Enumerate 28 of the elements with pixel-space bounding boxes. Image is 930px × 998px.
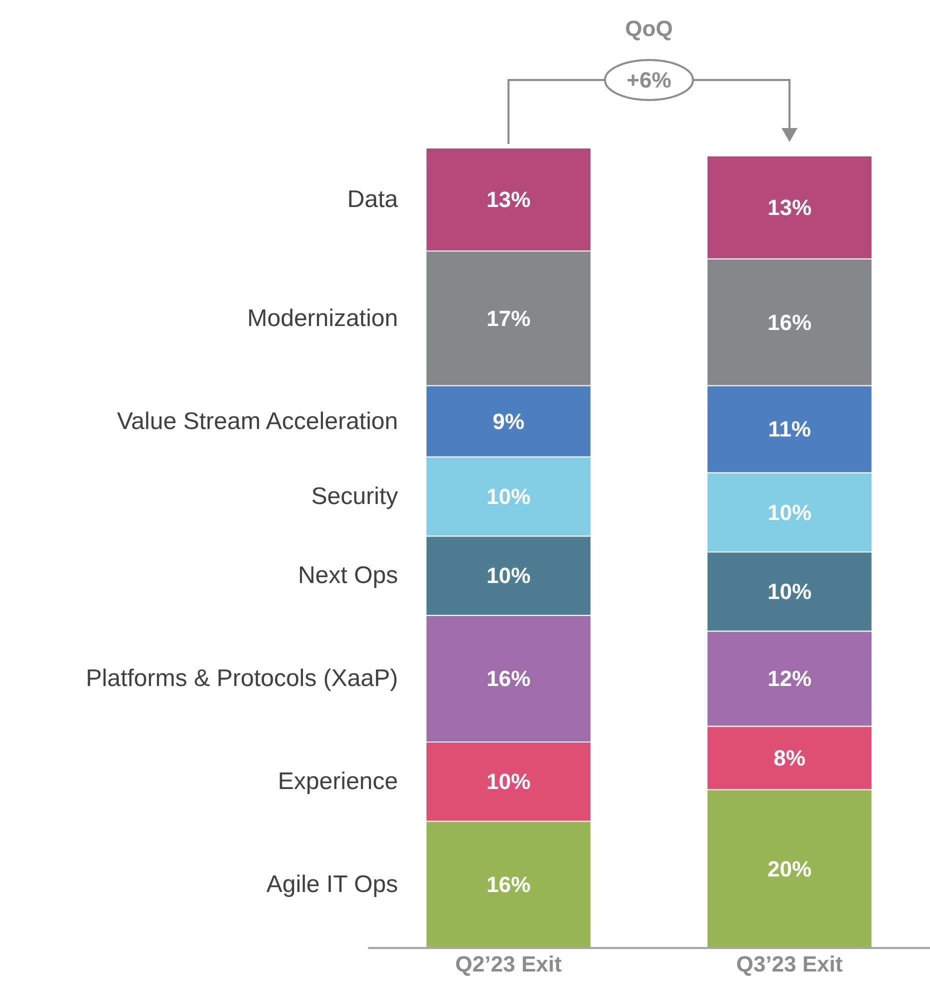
series-label: Data (347, 186, 399, 213)
text: +6% (626, 68, 672, 92)
data-label: 12% (767, 666, 812, 692)
series-label: Experience (278, 768, 398, 796)
data-label: 16% (486, 666, 531, 692)
data-label: 10% (486, 563, 531, 588)
x-tick-label: Q2’23 Exit (455, 952, 562, 977)
x-tick-label: Q3’23 Exit (736, 952, 844, 977)
series-label: Value Stream Acceleration (116, 408, 398, 435)
data-label: 10% (486, 769, 531, 794)
data-label: 10% (767, 579, 812, 604)
data-label: 11% (768, 416, 811, 442)
data-label: 20% (767, 856, 812, 882)
data-label: 17% (486, 306, 531, 331)
series-label: Next Ops (298, 562, 398, 590)
series-label: Security (311, 483, 398, 510)
series-label: Platforms & Protocols (XaaP) (86, 665, 398, 692)
data-label: 9% (492, 408, 524, 434)
data-label: 8% (774, 745, 806, 770)
data-label: 13% (486, 186, 531, 212)
text: QoQ (625, 16, 673, 41)
series-label: Agile IT Ops (266, 871, 398, 898)
data-label: 10% (486, 484, 531, 510)
data-label: 13% (767, 194, 812, 220)
series-label: Modernization (247, 304, 398, 332)
data-label: 16% (486, 872, 531, 898)
data-label: 16% (767, 310, 812, 335)
data-label: 10% (767, 500, 812, 525)
